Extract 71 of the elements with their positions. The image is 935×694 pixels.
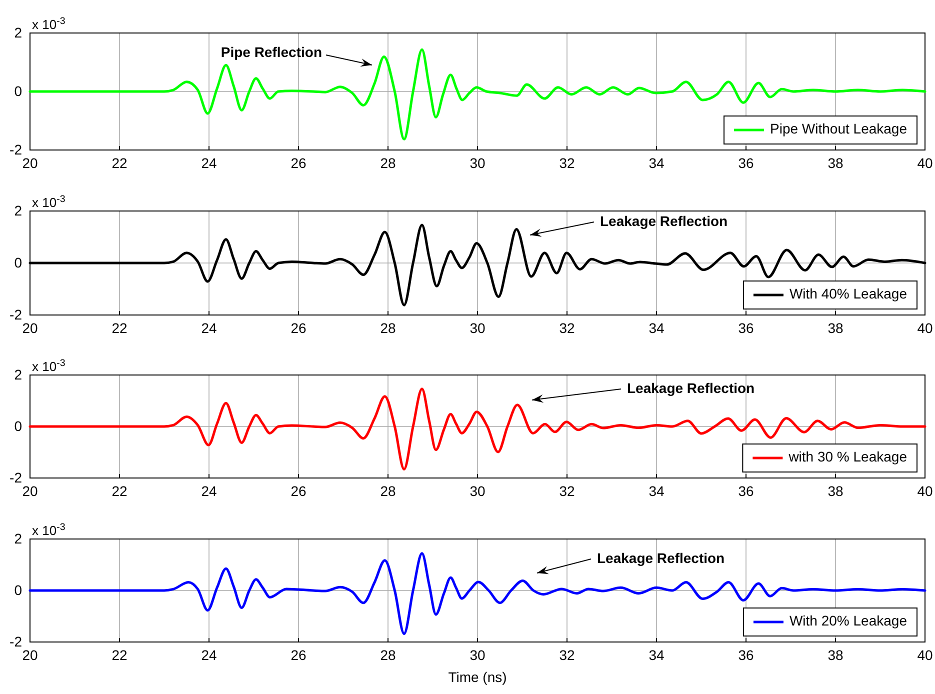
x-tick-label: 20: [22, 646, 38, 663]
annotation: Leakage Reflection: [627, 380, 755, 396]
x-tick-label: 38: [828, 154, 844, 171]
text: x 10$^{-3}$: [32, 194, 66, 210]
x-tick-label: 20: [22, 154, 38, 171]
x-tick-label: 26: [290, 320, 306, 336]
annotation: Pipe Reflection: [220, 44, 322, 60]
x-tick-label: 38: [828, 646, 844, 663]
y-tick-label: -2: [10, 306, 22, 322]
y-tick-label: 2: [14, 202, 22, 218]
legend-label: Pipe Without Leakage: [770, 120, 908, 137]
x-tick-label: 24: [201, 154, 217, 171]
y-tick-label: 2: [14, 530, 22, 546]
x-tick-label: 24: [201, 646, 217, 663]
x-tick-label: 34: [648, 320, 664, 336]
x-tick-label: 36: [738, 154, 754, 171]
y-tick-label: 0: [14, 254, 22, 270]
x-tick-label: 20: [22, 482, 38, 499]
x-tick-label: 30: [470, 320, 486, 336]
y-tick-label: -2: [10, 469, 22, 486]
x-tick-label: 22: [112, 154, 128, 171]
x-tick-label: 40: [917, 482, 933, 499]
x-tick-label: 26: [290, 646, 306, 663]
x-tick-label: 22: [112, 482, 128, 499]
x-tick-label: 28: [380, 320, 396, 336]
x-tick-label: 34: [648, 154, 664, 171]
x-tick-label: 28: [380, 154, 396, 171]
x-tick-label: 24: [201, 482, 217, 499]
x-tick-label: 32: [559, 482, 575, 499]
legend-label: with 30 % Leakage: [788, 448, 908, 465]
legend-label: With 40% Leakage: [789, 286, 908, 302]
x-tick-label: 32: [559, 646, 575, 663]
x-tick-label: 30: [470, 154, 486, 171]
y-tick-label: 2: [14, 24, 22, 40]
line-series: [28, 552, 926, 636]
text: x 10$^{-3}$: [32, 358, 66, 374]
y-tick-label: 0: [14, 418, 22, 434]
x-tick-label: 22: [112, 320, 128, 336]
annotation: Leakage Reflection: [597, 550, 725, 566]
line-series: [28, 48, 926, 140]
text: x 10$^{-3}$: [32, 522, 66, 538]
x-tick-label: 28: [380, 482, 396, 499]
x-tick-label: 30: [470, 646, 486, 663]
x-tick-label: 28: [380, 646, 396, 663]
x-tick-label: 20: [22, 320, 38, 336]
x-tick-label: 38: [828, 482, 844, 499]
x-tick-label: 40: [917, 320, 933, 336]
x-tick-label: 38: [828, 320, 844, 336]
x-tick-label: 40: [917, 646, 933, 663]
legend-label: With 20% Leakage: [789, 612, 908, 629]
x-tick-label: 30: [470, 482, 486, 499]
y-tick-label: -2: [10, 141, 22, 158]
x-tick-label: 36: [738, 482, 754, 499]
y-tick-label: -2: [10, 633, 22, 650]
y-tick-label: 2: [14, 366, 22, 382]
x-tick-label: 26: [290, 154, 306, 171]
x-tick-label: 32: [559, 154, 575, 171]
text: x 10$^{-3}$: [32, 16, 66, 32]
y-tick-label: 0: [14, 582, 22, 598]
x-tick-label: 24: [201, 320, 217, 336]
x-axis-title: Time (ns): [448, 669, 507, 685]
x-tick-label: 22: [112, 646, 128, 663]
annotation: Leakage Reflection: [600, 212, 728, 229]
x-tick-label: 32: [559, 320, 575, 336]
x-tick-label: 34: [648, 482, 664, 499]
x-tick-label: 34: [648, 646, 664, 663]
x-tick-label: 36: [738, 646, 754, 663]
x-tick-label: 26: [290, 482, 306, 499]
x-tick-label: 40: [917, 154, 933, 171]
y-tick-label: 0: [14, 82, 22, 99]
x-tick-label: 36: [738, 320, 754, 336]
